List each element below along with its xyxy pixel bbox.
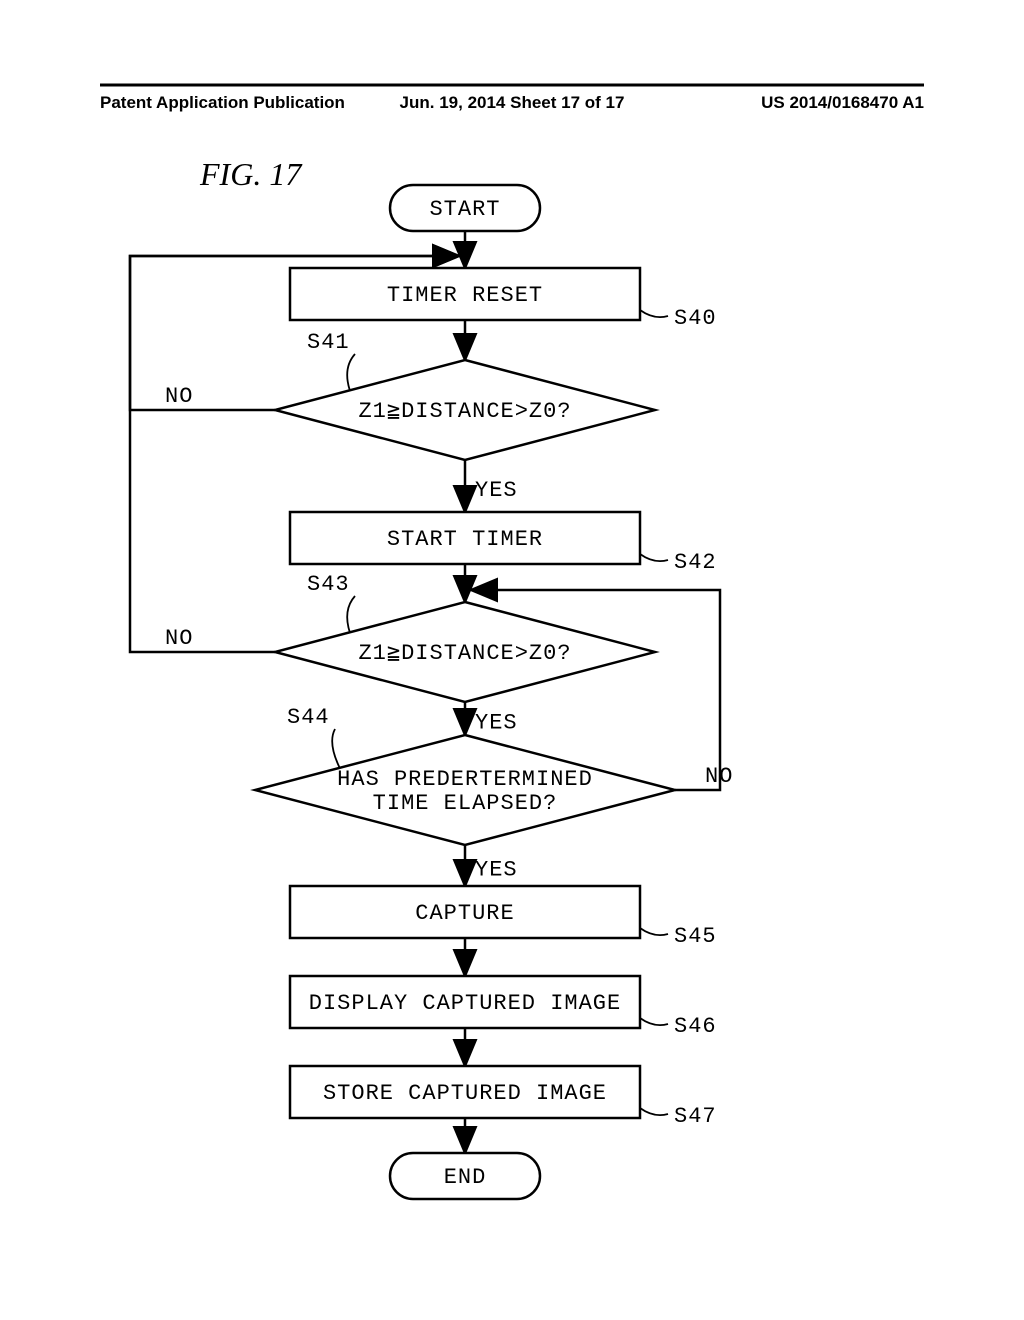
svg-text:NO: NO — [705, 764, 733, 789]
step-label: S41 — [307, 330, 350, 355]
step-label: S43 — [307, 572, 350, 597]
svg-text:NO: NO — [165, 384, 193, 409]
step-label: S47 — [674, 1104, 717, 1129]
node-label-s43: Z1≧DISTANCE>Z0? — [358, 641, 571, 666]
svg-text:YES: YES — [475, 711, 518, 736]
node-label-s44: HAS PREDERTERMINED — [337, 767, 593, 792]
node-label-s47: STORE CAPTURED IMAGE — [323, 1081, 607, 1106]
step-label: S44 — [287, 705, 330, 730]
flowchart: YES NO YES NO YES NO START TIMER RESET S40 Z1≧DIS… — [130, 185, 733, 1199]
flowchart-svg: Patent Application Publication Jun. 19, … — [0, 0, 1024, 1320]
step-label: S40 — [674, 306, 717, 331]
node-label-s41: Z1≧DISTANCE>Z0? — [358, 399, 571, 424]
node-label-start: START — [429, 197, 500, 222]
header-center: Jun. 19, 2014 Sheet 17 of 17 — [400, 93, 625, 112]
node-label-s44: TIME ELAPSED? — [373, 791, 558, 816]
node-label-s40: TIMER RESET — [387, 283, 543, 308]
node-label-s42: START TIMER — [387, 527, 543, 552]
step-label: S42 — [674, 550, 717, 575]
svg-text:YES: YES — [475, 858, 518, 883]
step-label: S46 — [674, 1014, 717, 1039]
svg-text:YES: YES — [475, 478, 518, 503]
page-container: Patent Application Publication Jun. 19, … — [0, 0, 1024, 1320]
header-right: US 2014/0168470 A1 — [761, 93, 924, 112]
node-label-s45: CAPTURE — [415, 901, 514, 926]
header-left: Patent Application Publication — [100, 93, 345, 112]
svg-text:NO: NO — [165, 626, 193, 651]
node-label-s46: DISPLAY CAPTURED IMAGE — [309, 991, 621, 1016]
step-label: S45 — [674, 924, 717, 949]
figure-title: FIG. 17 — [199, 156, 303, 192]
node-label-end: END — [444, 1165, 487, 1190]
